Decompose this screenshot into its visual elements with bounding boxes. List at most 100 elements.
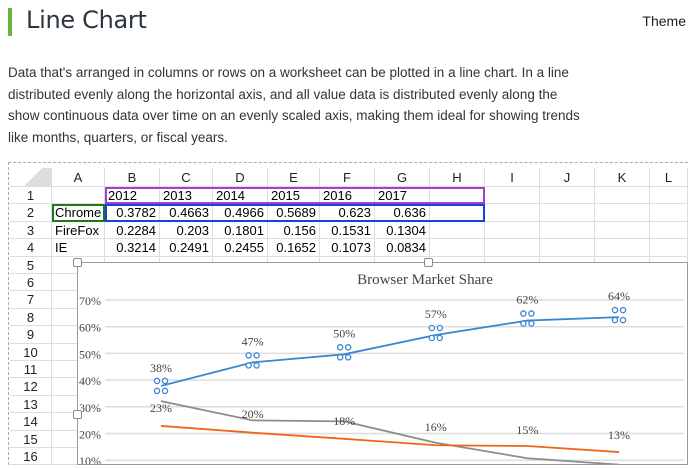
row-header-5[interactable]: 5 (10, 256, 52, 274)
cell-G4[interactable]: 0.0834 (375, 239, 430, 257)
y-tick-label: 70% (79, 294, 101, 308)
cell-F4[interactable]: 0.1073 (320, 239, 375, 257)
data-point-marker (436, 334, 444, 342)
row-header-15[interactable]: 15 (10, 430, 52, 448)
cell-I2[interactable] (485, 204, 540, 222)
cell-A4[interactable]: IE (52, 239, 105, 257)
chart-title: Browser Market Share (357, 272, 493, 288)
row-header-1[interactable]: 1 (10, 187, 52, 205)
column-header-G[interactable]: G (375, 168, 430, 187)
cell-K4[interactable] (595, 239, 650, 257)
cell-F3[interactable]: 0.1531 (320, 221, 375, 240)
cell-A1[interactable] (52, 187, 105, 205)
data-label: 64% (608, 289, 630, 303)
cell-A3[interactable]: FireFox (52, 221, 105, 240)
select-all-corner[interactable] (10, 168, 52, 187)
cell-L1[interactable] (650, 187, 688, 205)
series-line-firefox (160, 425, 620, 453)
data-label: 57% (425, 307, 447, 321)
data-point-marker (428, 324, 436, 332)
cell-K2[interactable] (595, 204, 650, 222)
row-header-12[interactable]: 12 (10, 378, 52, 396)
cell-J2[interactable] (540, 204, 595, 222)
y-tick-label: 30% (79, 401, 101, 415)
row-header-7[interactable]: 7 (10, 291, 52, 309)
data-point-marker (161, 377, 169, 385)
row-header-6[interactable]: 6 (10, 274, 52, 292)
row-header-9[interactable]: 9 (10, 326, 52, 344)
row-header-2[interactable]: 2 (10, 204, 52, 222)
cell-J1[interactable] (540, 187, 595, 205)
y-tick-label: 60% (79, 321, 101, 335)
data-point-marker (520, 320, 527, 327)
cell-L2[interactable] (650, 204, 688, 222)
series-label-range-highlight (52, 204, 105, 222)
cell-H4[interactable] (430, 239, 485, 257)
row-header-11[interactable]: 11 (10, 361, 52, 379)
column-header-K[interactable]: K (595, 168, 650, 187)
data-point-marker (253, 362, 260, 369)
column-header-F[interactable]: F (320, 168, 375, 187)
description: Data that's arranged in columns or rows … (8, 62, 686, 148)
column-header-E[interactable]: E (268, 168, 320, 187)
column-header-B[interactable]: B (105, 168, 160, 187)
cell-L3[interactable] (650, 221, 688, 240)
data-label: 18% (333, 414, 355, 428)
title-accent-bar (8, 8, 12, 36)
data-point-marker (161, 387, 169, 395)
data-label: 15% (516, 423, 538, 437)
cell-I1[interactable] (485, 187, 540, 205)
column-header-C[interactable]: C (160, 168, 213, 187)
spreadsheet-frame (8, 162, 688, 465)
cell-B4[interactable]: 0.3214 (105, 239, 160, 257)
description-line: distributed evenly along the horizontal … (8, 86, 558, 102)
cell-H3[interactable] (430, 221, 485, 240)
row-header-3[interactable]: 3 (10, 221, 52, 240)
cell-K3[interactable] (595, 221, 650, 240)
cell-I3[interactable] (485, 221, 540, 240)
cell-K1[interactable] (595, 187, 650, 205)
data-point-marker (611, 306, 619, 314)
cell-D4[interactable]: 0.2455 (213, 239, 268, 257)
column-header-A[interactable]: A (52, 168, 105, 187)
data-label: 16% (425, 420, 447, 434)
cell-E4[interactable]: 0.1652 (268, 239, 320, 257)
row-header-4[interactable]: 4 (10, 239, 52, 257)
theme-link[interactable]: Theme (642, 13, 686, 29)
resize-handle[interactable] (424, 258, 433, 267)
description-line: show continuous data over time on an eve… (8, 108, 580, 123)
data-point-marker (336, 354, 344, 361)
data-label: 23% (150, 401, 172, 415)
row-header-16[interactable]: 16 (10, 448, 52, 466)
column-header-L[interactable]: L (650, 168, 688, 187)
resize-handle[interactable] (73, 258, 82, 267)
cell-C4[interactable]: 0.2491 (160, 239, 213, 257)
cell-E3[interactable]: 0.156 (268, 221, 320, 240)
resize-handle[interactable] (73, 410, 82, 419)
column-header-I[interactable]: I (485, 168, 540, 187)
data-label: 13% (608, 428, 630, 442)
data-point-marker (520, 310, 527, 317)
data-point-marker (619, 306, 627, 314)
chart-object[interactable]: Browser Market Share 10% 20% 30% 40% 50% 60% 70… (77, 262, 688, 468)
column-header-H[interactable]: H (430, 168, 485, 187)
data-point-marker (253, 352, 260, 359)
cell-B3[interactable]: 0.2284 (105, 221, 160, 240)
row-header-14[interactable]: 14 (10, 413, 52, 431)
row-header-13[interactable]: 13 (10, 395, 52, 414)
cell-J4[interactable] (540, 239, 595, 257)
data-point-marker (245, 362, 252, 369)
cell-C3[interactable]: 0.203 (160, 221, 213, 240)
cell-J3[interactable] (540, 221, 595, 240)
data-label: 50% (333, 326, 355, 340)
cell-D3[interactable]: 0.1801 (213, 221, 268, 240)
cell-I4[interactable] (485, 239, 540, 257)
cell-L4[interactable] (650, 239, 688, 257)
data-point-marker (436, 324, 444, 332)
column-header-J[interactable]: J (540, 168, 595, 187)
column-header-D[interactable]: D (213, 168, 268, 187)
cell-G3[interactable]: 0.1304 (375, 221, 430, 240)
row-header-10[interactable]: 10 (10, 343, 52, 361)
data-label: 62% (516, 293, 538, 307)
row-header-8[interactable]: 8 (10, 308, 52, 327)
